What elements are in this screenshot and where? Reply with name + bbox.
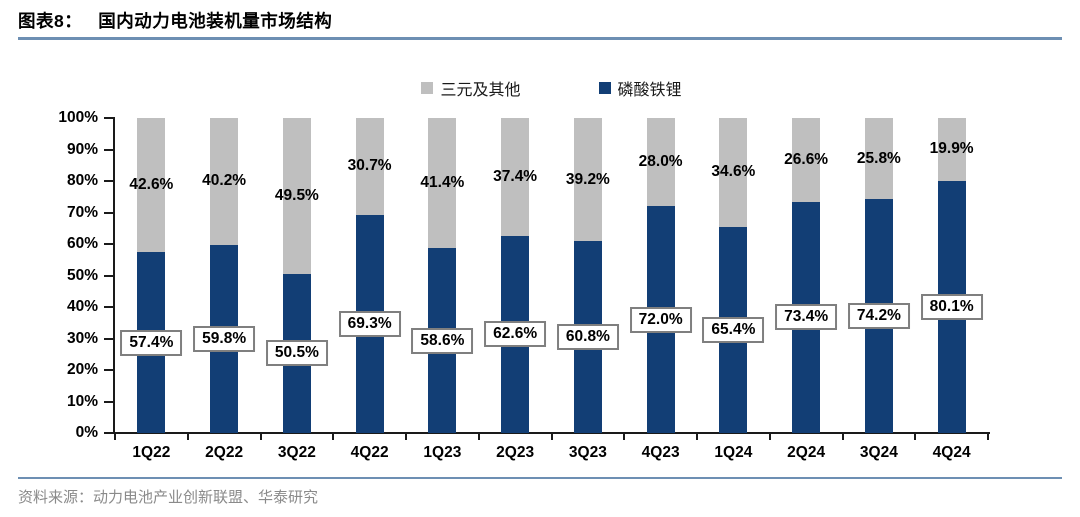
figure-name: 国内动力电池装机量市场结构 (98, 11, 333, 31)
x-axis-label: 1Q22 (132, 444, 171, 461)
bar-segment-ternary (137, 118, 166, 253)
y-tick-label: 40% (66, 298, 98, 315)
bar-segment-ternary (210, 118, 239, 245)
x-axis-label: 3Q23 (568, 444, 607, 461)
y-tick-label: 10% (66, 392, 98, 410)
bar-segment-ternary (792, 118, 821, 202)
legend-item-lfp: 磷酸铁锂 (598, 76, 682, 100)
data-label-ternary: 39.2% (565, 170, 610, 188)
data-label-lfp: 62.6% (484, 321, 547, 348)
y-tick (104, 369, 113, 371)
data-label-lfp: 65.4% (702, 316, 765, 343)
x-tick (550, 433, 553, 440)
y-tick (104, 243, 113, 245)
data-label-lfp: 57.4% (120, 329, 183, 356)
figure-title: 图表8： 国内动力电池装机量市场结构 (18, 8, 332, 33)
x-tick (114, 433, 116, 440)
data-label-lfp: 73.4% (775, 304, 838, 331)
x-tick (841, 433, 844, 440)
data-label-ternary: 34.6% (711, 163, 756, 181)
data-label-lfp: 58.6% (411, 327, 474, 354)
bar-segment-ternary (719, 118, 748, 227)
data-label-lfp: 60.8% (556, 324, 619, 351)
y-tick (104, 432, 113, 434)
bar-segment-ternary (937, 118, 966, 181)
data-label-lfp: 80.1% (920, 293, 983, 320)
x-axis-label: 1Q23 (423, 444, 462, 461)
data-label-ternary: 28.0% (638, 153, 683, 171)
x-tick (987, 433, 989, 440)
data-label-ternary: 19.9% (929, 140, 974, 158)
y-tick (104, 400, 113, 403)
y-tick-label: 90% (66, 140, 98, 158)
y-tick (104, 306, 113, 308)
data-label-ternary: 42.6% (129, 176, 174, 194)
x-tick (186, 433, 189, 440)
figure-number: 图表8： (18, 11, 83, 31)
y-tick-label: 80% (66, 172, 98, 189)
x-tick (259, 433, 262, 440)
data-label-ternary: 25.8% (856, 149, 901, 167)
x-axis-label: 2Q23 (496, 444, 535, 461)
y-tick (104, 180, 113, 182)
y-tick (104, 117, 113, 119)
data-label-ternary: 40.2% (202, 172, 247, 190)
y-tick-label: 70% (66, 203, 98, 221)
y-tick-label: 20% (66, 361, 98, 378)
x-tick (768, 433, 771, 440)
chart-legend: 三元及其他 磷酸铁锂 (115, 76, 988, 100)
x-tick (914, 433, 917, 440)
bar-segment-ternary (355, 118, 384, 215)
y-tick-label: 100% (58, 109, 98, 126)
x-tick (405, 433, 407, 440)
data-label-ternary: 26.6% (784, 150, 829, 168)
x-tick (477, 433, 480, 440)
y-tick-label: 50% (66, 266, 98, 284)
data-label-lfp: 50.5% (265, 340, 328, 367)
legend-swatch-lfp (598, 82, 611, 94)
footer-divider (18, 477, 1062, 479)
x-tick (332, 433, 335, 440)
legend-item-ternary: 三元及其他 (421, 76, 521, 100)
data-label-ternary: 49.5% (274, 186, 319, 204)
data-label-lfp: 74.2% (847, 303, 910, 330)
x-axis-label: 1Q24 (714, 444, 753, 461)
x-axis-label: 3Q24 (859, 444, 898, 461)
bar-segment-ternary (428, 118, 457, 249)
y-tick (104, 274, 113, 277)
data-label-ternary: 30.7% (347, 157, 392, 175)
y-tick-label: 30% (66, 329, 98, 347)
legend-label-lfp: 磷酸铁锂 (617, 82, 682, 99)
title-divider (18, 37, 1062, 40)
data-label-lfp: 72.0% (629, 306, 692, 333)
x-tick (623, 433, 626, 440)
y-axis-line (113, 117, 115, 434)
y-tick (104, 337, 113, 340)
source-note: 资料来源：动力电池产业创新联盟、华泰研究 (18, 488, 319, 506)
x-axis-label: 3Q22 (277, 444, 316, 461)
bar-segment-ternary (501, 118, 530, 236)
x-axis-label: 4Q22 (350, 444, 389, 461)
data-label-ternary: 37.4% (493, 167, 538, 185)
data-label-ternary: 41.4% (420, 174, 465, 192)
x-axis-label: 4Q23 (641, 444, 680, 461)
x-tick (696, 433, 698, 440)
x-axis-label: 2Q22 (205, 444, 244, 461)
bar-segment-ternary (864, 118, 893, 200)
legend-label-ternary: 三元及其他 (440, 82, 521, 99)
data-label-lfp: 59.8% (193, 325, 256, 352)
x-axis-label: 4Q24 (932, 444, 971, 461)
bar-segment-ternary (573, 118, 602, 242)
y-tick (104, 148, 113, 151)
legend-swatch-ternary (421, 82, 434, 94)
y-tick (104, 211, 113, 214)
bar-segment-ternary (282, 118, 311, 274)
data-label-lfp: 69.3% (338, 310, 401, 337)
y-tick-label: 60% (66, 235, 98, 252)
bar-segment-ternary (646, 118, 675, 207)
x-axis-label: 2Q24 (787, 444, 826, 461)
y-tick-label: 0% (75, 424, 98, 441)
